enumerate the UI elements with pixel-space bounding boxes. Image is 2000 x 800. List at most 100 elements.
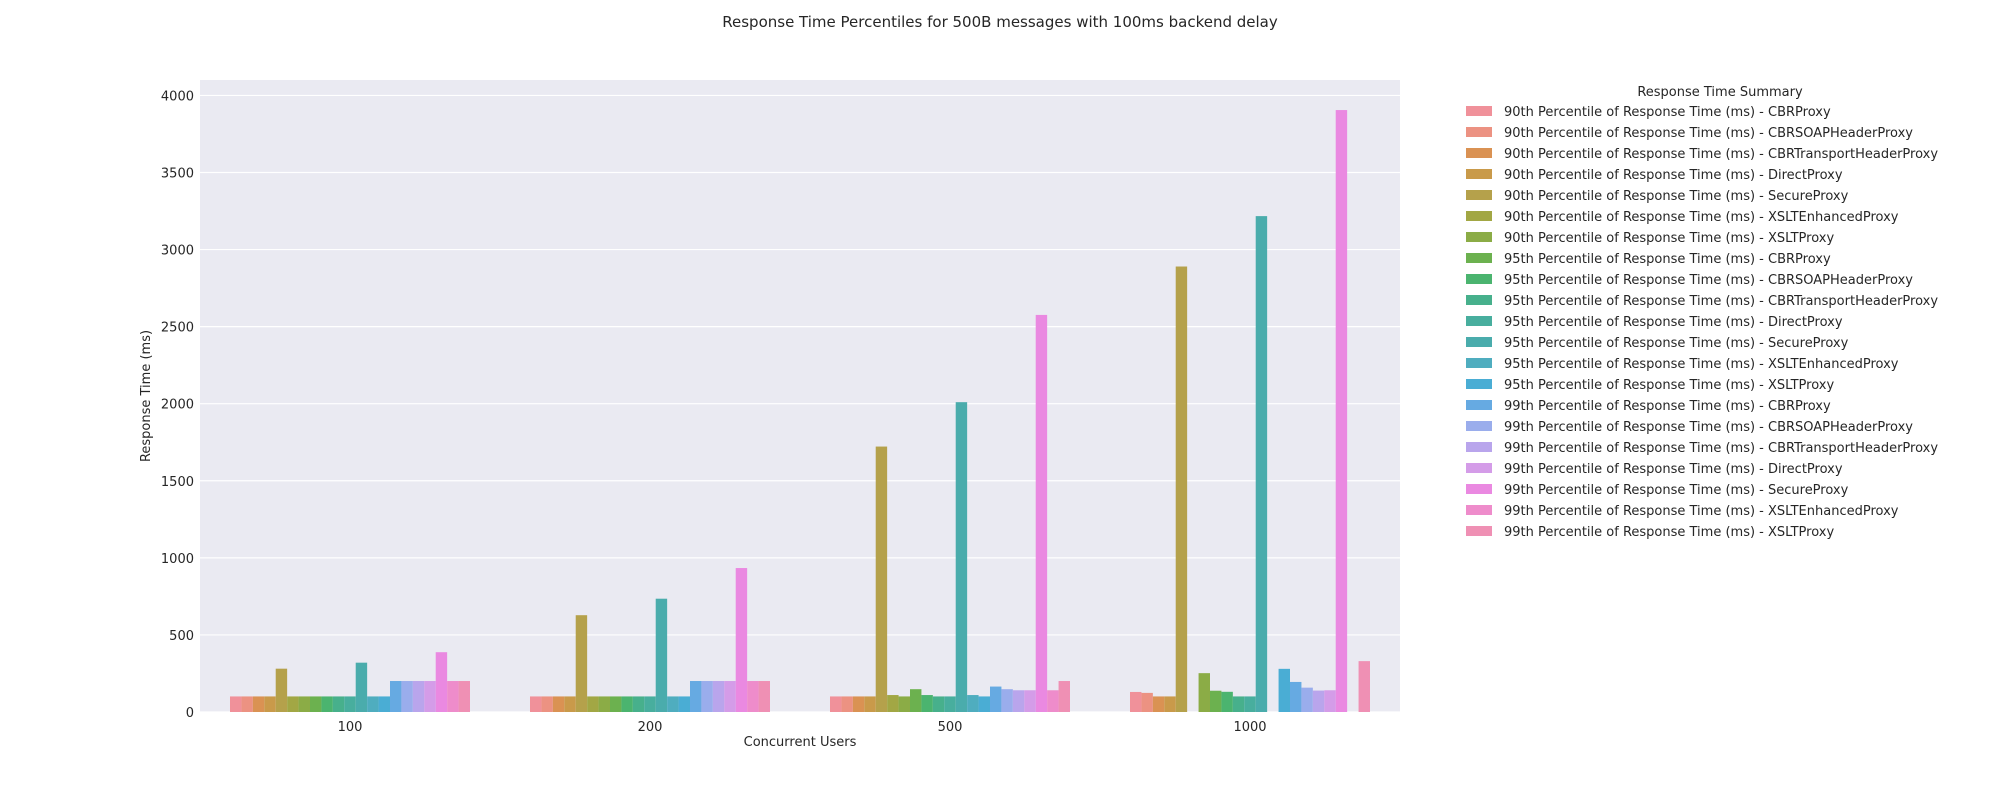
bar [690,681,702,712]
legend-swatch [1466,106,1492,116]
y-tick-label: 0 [186,706,194,721]
legend-label: 99th Percentile of Response Time (ms) - … [1504,420,1913,435]
legend-swatch [1466,421,1492,431]
legend-label: 90th Percentile of Response Time (ms) - … [1504,210,1899,225]
bar [564,696,576,712]
bar [1164,696,1176,712]
bar [1024,690,1036,712]
legend: Response Time Summary 90th Percentile of… [1466,85,1938,540]
bar [1130,691,1142,712]
legend-label: 90th Percentile of Response Time (ms) - … [1504,168,1843,183]
bar [298,696,310,712]
legend-swatch [1466,379,1492,389]
legend-title: Response Time Summary [1637,85,1803,100]
legend-swatch [1466,337,1492,347]
bar [1290,681,1302,712]
legend-swatch [1466,274,1492,284]
bar [655,598,668,712]
grid-lines [200,94,1400,713]
y-tick-label: 1000 [161,552,194,567]
y-tick-labels: 0 500 1000 1500 2000 2500 3000 3500 4000 [161,89,194,721]
legend-label: 99th Percentile of Response Time (ms) - … [1504,483,1849,498]
legend-label: 99th Percentile of Response Time (ms) - … [1504,399,1831,414]
x-tick-label: 500 [938,720,963,735]
legend-label: 95th Percentile of Response Time (ms) - … [1504,378,1834,393]
bar [864,696,876,712]
bar [541,696,553,712]
bar [1301,687,1313,712]
bar [412,681,425,712]
bar [841,696,853,712]
bar [667,696,679,712]
legend-label: 90th Percentile of Response Time (ms) - … [1504,189,1849,204]
bar [978,696,990,712]
bar [1035,314,1048,712]
bar [287,696,299,712]
bar [1221,691,1233,712]
legend-swatch [1466,463,1492,473]
y-tick-label: 2500 [161,321,194,336]
bar [610,696,622,712]
bar [1278,668,1290,712]
legend-swatch [1466,526,1492,536]
y-tick-label: 3000 [161,244,194,259]
legend-swatch [1466,127,1492,137]
legend-label: 95th Percentile of Response Time (ms) - … [1504,315,1843,330]
bar [367,696,379,712]
legend-label: 90th Percentile of Response Time (ms) - … [1504,105,1831,120]
legend-label: 95th Percentile of Response Time (ms) - … [1504,357,1899,372]
legend-swatch [1466,169,1492,179]
legend-label: 95th Percentile of Response Time (ms) - … [1504,252,1831,267]
bar [332,696,345,712]
bar [758,681,770,712]
bar [1141,692,1153,712]
bar [275,668,288,712]
bar [1324,690,1336,712]
bar [621,696,633,712]
bar [735,568,748,712]
legend-label: 90th Percentile of Response Time (ms) - … [1504,231,1834,246]
bar [1058,681,1070,712]
bar [830,696,842,712]
bar [587,696,599,712]
bar [530,696,542,712]
legend-label: 90th Percentile of Response Time (ms) - … [1504,147,1938,162]
legend-label: 90th Percentile of Response Time (ms) - … [1504,126,1913,141]
bar [1175,266,1188,712]
y-tick-label: 1500 [161,475,194,490]
bar [678,696,690,712]
bar [1312,690,1325,712]
bar [447,681,459,712]
bar [910,689,922,712]
legend-label: 95th Percentile of Response Time (ms) - … [1504,336,1849,351]
bar [967,695,979,712]
bar [552,696,565,712]
y-tick-label: 500 [169,629,194,644]
bar [852,696,865,712]
x-axis-label: Concurrent Users [744,735,857,750]
bar [241,696,253,712]
bar [875,446,888,712]
y-tick-label: 2000 [161,398,194,413]
legend-swatch [1466,400,1492,410]
bar [458,681,470,712]
bar [712,681,725,712]
bars [230,110,1370,713]
legend-swatch [1466,358,1492,368]
x-tick-label: 1000 [1233,720,1266,735]
bar [898,696,910,712]
bar [435,652,448,712]
bar [310,696,322,712]
bar [390,681,402,712]
chart-title: Response Time Percentiles for 500B messa… [722,13,1278,31]
bar [598,696,610,712]
bar [701,681,713,712]
bar [747,681,759,712]
bar [355,662,368,712]
bar [264,696,276,712]
bar [1335,110,1348,712]
bar [921,695,933,712]
legend-swatch [1466,211,1492,221]
bar [944,696,956,712]
